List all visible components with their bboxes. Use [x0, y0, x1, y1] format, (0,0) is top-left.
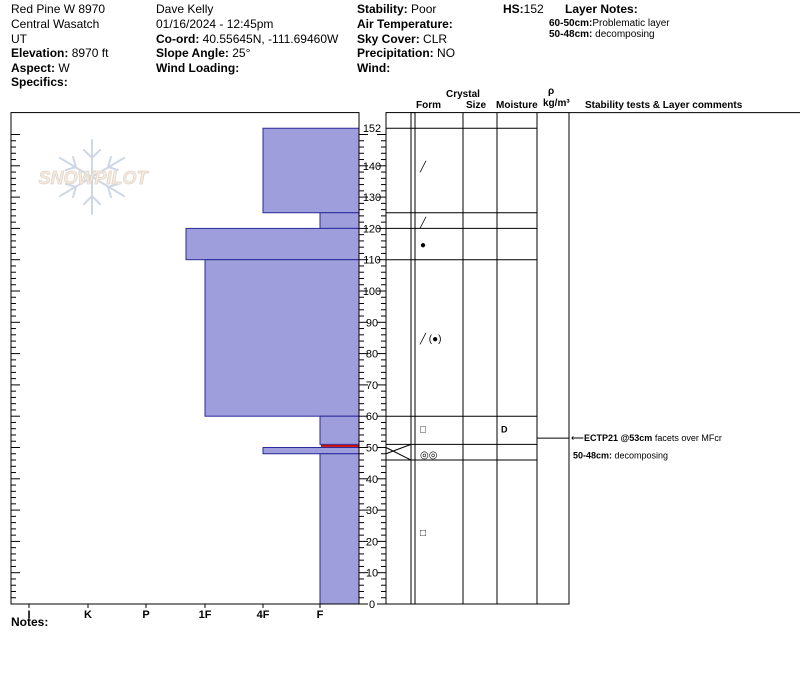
comment-bold: ECTP21 @53cm: [584, 433, 652, 443]
hardness-bar-3: [204, 259, 360, 417]
hardness-bar-6: [319, 453, 360, 605]
layer-notes-label: Layer Notes:: [565, 2, 638, 16]
coordinates: Co-ord: 40.55645N, -111.69460W: [156, 32, 339, 46]
height-tick-label: 152: [363, 123, 381, 135]
range-name: Central Wasatch: [11, 17, 100, 31]
height-tick-label: 20: [366, 536, 378, 548]
form-header: Form: [416, 100, 441, 111]
moisture-value-0: D: [501, 425, 508, 435]
crystal-header: Crystal: [446, 89, 480, 100]
grain-symbol-1: ╱: [419, 216, 427, 229]
density-unit-header: kg/m³: [543, 98, 570, 109]
notes-label: Notes:: [11, 615, 49, 629]
height-tick-label: 50: [366, 443, 378, 455]
height-axis: 0 10 20 30 40 50 60 70 80 90 100 110 120 130 140 152: [11, 123, 386, 611]
crystal-table-frame: [410, 112, 570, 605]
hardness-label: F: [317, 609, 324, 621]
grain-symbol-4: □: [420, 425, 426, 436]
chart-frames: [10, 112, 800, 605]
layer-note-2: 50-48cm: decomposing: [549, 29, 655, 40]
stability-comment-1: 50-48cm: decomposing: [573, 451, 668, 461]
date-time: 01/16/2024 - 12:45pm: [156, 17, 274, 31]
layer-boundaries: [385, 127, 569, 461]
height-tick-label: 100: [363, 286, 381, 298]
height-tick-label: 140: [363, 161, 381, 173]
height-tick-label: 130: [363, 192, 381, 204]
hardness-label: P: [142, 609, 149, 621]
height-tick-label: 70: [366, 380, 378, 392]
size-header: Size: [466, 100, 487, 111]
height-tick-label: 40: [366, 474, 378, 486]
hardness-bars: [185, 127, 360, 605]
hardness-label: K: [84, 609, 92, 621]
hardness-bar-2: [185, 227, 360, 261]
stability-comments-header: Stability tests & Layer comments: [585, 100, 743, 111]
watermark-text: SNOWPILOT: [39, 168, 150, 188]
height-tick-label: 10: [366, 568, 378, 580]
comment-text: decomposing: [612, 451, 668, 461]
sky-cover: Sky Cover: CLR: [357, 32, 448, 46]
hardness-bar-4: [319, 415, 360, 445]
hs-total: HS:152: [503, 2, 544, 16]
depth-column-frame: [385, 112, 416, 605]
height-tick-label: 0: [369, 599, 375, 611]
elevation: Elevation: 8970 ft: [11, 46, 109, 60]
hardness-bar-5: [262, 447, 360, 455]
grain-symbol-2: ●: [420, 240, 426, 251]
hardness-axis: I K P 1F 4F F: [27, 604, 324, 621]
comment-text: facets over MFcr: [652, 433, 722, 443]
grain-forms: ╱ ╱ ● ╱ (●) □ ◎◎ □: [419, 160, 442, 539]
observer: Dave Kelly: [156, 2, 214, 16]
layer-note-1: 60-50cm:Problematic layer: [549, 18, 670, 29]
rho-header: ρ: [548, 86, 555, 97]
height-tick-label: 80: [366, 349, 378, 361]
stability-comments: ⟵ ECTP21 @53cm facets over MFcr 50-48cm: d…: [571, 433, 722, 461]
height-tick-label: 110: [363, 255, 381, 267]
snowflake-icon: [59, 139, 125, 215]
hardness-label: 4F: [257, 609, 270, 621]
grain-symbol-3: ╱ (●): [419, 332, 442, 345]
site-name: Red Pine W 8970: [11, 2, 106, 16]
slope-angle: Slope Angle: 25°: [156, 46, 251, 60]
height-tick-label: 120: [363, 223, 381, 235]
air-temperature-label: Air Temperature:: [357, 17, 453, 31]
grain-symbol-0: ╱: [419, 160, 427, 173]
wind-label: Wind:: [357, 61, 391, 75]
height-tick-label: 60: [366, 411, 378, 423]
hardness-bar-0: [262, 127, 360, 214]
comment-arrow: ⟵: [571, 433, 584, 443]
grain-symbol-6: □: [420, 528, 426, 539]
hardness-label: 1F: [199, 609, 212, 621]
height-tick-label: 90: [366, 317, 378, 329]
stability-comment-0: ECTP21 @53cm facets over MFcr: [584, 433, 722, 443]
moisture-values: D: [501, 425, 508, 435]
layer-link-line: [385, 447, 412, 461]
aspect: Aspect: W: [11, 61, 70, 75]
profile-frame: [10, 112, 360, 605]
state-name: UT: [11, 32, 27, 46]
moisture-header: Moisture: [496, 100, 538, 111]
height-tick-label: 30: [366, 505, 378, 517]
hardness-bar-1: [319, 212, 360, 229]
specifics-label: Specifics:: [11, 75, 68, 89]
snowpilot-watermark: SNOWPILOT: [38, 139, 150, 215]
hardness-label: I: [27, 609, 30, 621]
wind-loading-label: Wind Loading:: [156, 61, 240, 75]
layer-link-line: [385, 443, 412, 455]
grain-symbol-5: ◎◎: [420, 450, 438, 461]
comment-bold: 50-48cm:: [573, 451, 612, 461]
stability: Stability: Poor: [357, 2, 437, 16]
precipitation: Precipitation: NO: [357, 46, 456, 60]
